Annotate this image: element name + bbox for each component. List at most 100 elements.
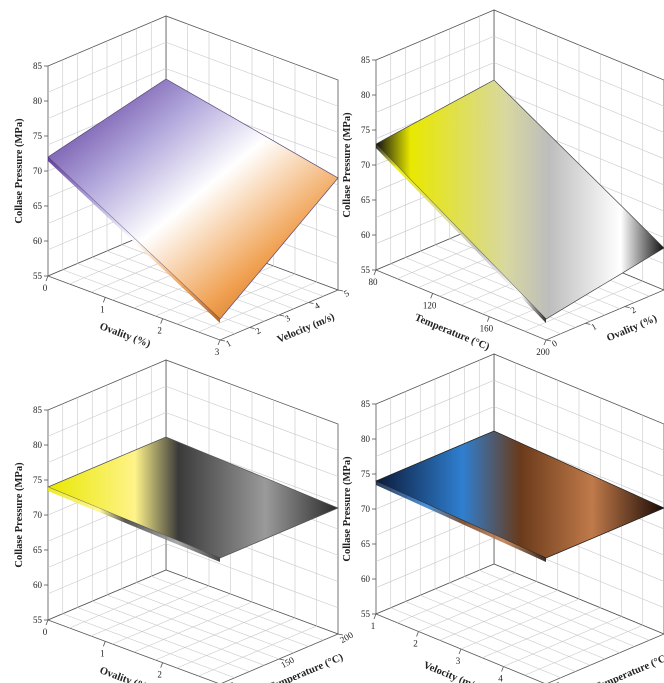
x-axis-tick xyxy=(416,631,419,637)
z-tick-label: 55 xyxy=(361,609,371,619)
z-tick-label: 60 xyxy=(33,236,43,246)
z-tick-label: 75 xyxy=(361,125,371,135)
floor-gridline xyxy=(121,588,294,654)
z-tick-label: 70 xyxy=(361,504,371,514)
z-tick-label: 60 xyxy=(33,580,43,590)
y-axis-tick xyxy=(278,658,285,661)
y-axis-tick xyxy=(308,302,314,304)
x-axis-tick xyxy=(102,297,106,303)
z-tick-label: 80 xyxy=(33,96,43,106)
surface-plot-4: 55 60 65 70 75 80 85 Collase Pressure (MPa) 1 2 3 4… xyxy=(342,353,664,683)
x-axis-tick xyxy=(160,318,164,324)
x-tick-label: 80 xyxy=(369,277,379,287)
y-axis-tick xyxy=(624,306,630,309)
z-tick-label: 70 xyxy=(361,160,371,170)
y-axis-tick xyxy=(585,322,591,325)
floor-gridline xyxy=(176,617,296,669)
y-axis-tick xyxy=(337,289,344,292)
x-tick-label: 3 xyxy=(456,656,461,666)
floor-gridline xyxy=(155,609,274,661)
x-axis-tick xyxy=(373,613,377,620)
x-tick-label: 0 xyxy=(43,627,48,637)
z-tick-label: 65 xyxy=(33,201,43,211)
z-axis-title: Collase Pressure (MPa) xyxy=(342,456,353,562)
back-wall-gridline xyxy=(493,379,664,451)
z-tick-label: 60 xyxy=(361,230,371,240)
x-tick-label: 3 xyxy=(215,347,220,357)
x-tick-label: 2 xyxy=(413,639,418,649)
z-axis-title: Collase Pressure (MPa) xyxy=(14,118,25,224)
y-axis-title: Ovality (%) xyxy=(605,313,659,344)
response-surface xyxy=(47,436,339,559)
back-wall-gridline xyxy=(493,88,664,160)
y-tick-label: 2 xyxy=(629,305,638,316)
x-axis-title: Ovality (%) xyxy=(98,665,152,683)
back-wall-gridline xyxy=(493,406,664,477)
floor-gridline xyxy=(151,575,324,641)
side-wall-gridline xyxy=(375,379,495,431)
y-tick-label: 100 xyxy=(220,679,237,683)
floor-gridline xyxy=(524,624,643,676)
y-tick-label: 2 xyxy=(254,325,263,336)
x-axis-tick xyxy=(501,666,504,672)
x-axis-tick xyxy=(486,316,490,322)
z-tick-label: 75 xyxy=(361,469,371,479)
z-tick-label: 80 xyxy=(361,90,371,100)
x-tick-label: 1 xyxy=(371,621,376,631)
back-wall-gridline xyxy=(493,35,664,107)
y-tick-label: 5 xyxy=(342,288,351,299)
side-wall-gridline xyxy=(375,406,495,457)
z-tick-label: 80 xyxy=(33,440,43,450)
y-tick-label: 0 xyxy=(550,338,559,349)
z-tick-label: 55 xyxy=(361,265,371,275)
floor-gridline xyxy=(449,582,620,654)
surface-plot-1: 55 60 65 70 75 80 85 Collase Pressure (MPa) 0 1 2 3… xyxy=(14,15,351,357)
back-wall-gridline xyxy=(165,41,339,107)
y-tick-label: 1 xyxy=(589,321,598,332)
side-wall-gridline xyxy=(47,385,167,437)
z-tick-label: 70 xyxy=(33,510,43,520)
back-wall-gridline xyxy=(165,412,339,477)
x-axis-tick xyxy=(373,269,377,276)
x-axis-tick xyxy=(430,293,434,299)
floor-gridline xyxy=(198,281,317,333)
back-wall-gridline xyxy=(165,385,339,451)
side-wall-gridline xyxy=(375,35,495,87)
floor-gridline xyxy=(434,588,606,660)
z-tick-label: 85 xyxy=(361,55,371,65)
x-tick-label: 1 xyxy=(100,648,105,658)
z-tick-label: 65 xyxy=(33,545,43,555)
x-axis-tick xyxy=(45,275,49,282)
y-tick-label: 4 xyxy=(313,300,322,311)
x-tick-label: 0 xyxy=(43,283,48,293)
x-tick-label: 160 xyxy=(480,324,494,334)
z-axis-title: Collase Pressure (MPa) xyxy=(14,462,25,568)
surface-front-edge xyxy=(48,157,220,323)
x-tick-label: 2 xyxy=(157,670,162,680)
floor-gridline xyxy=(524,280,643,332)
side-wall-gridline xyxy=(47,412,167,463)
x-axis-tick xyxy=(102,641,106,647)
z-tick-label: 70 xyxy=(33,166,43,176)
x-axis-tick xyxy=(543,339,547,346)
side-wall-gridline xyxy=(47,41,167,93)
x-axis-tick xyxy=(217,339,221,346)
floor-gridline xyxy=(198,625,317,677)
z-tick-label: 65 xyxy=(361,195,371,205)
surface-front-edge xyxy=(48,487,220,562)
z-tick-label: 80 xyxy=(361,434,371,444)
x-axis-tick xyxy=(160,662,164,668)
floor xyxy=(374,563,664,683)
x-tick-label: 200 xyxy=(536,347,550,357)
x-tick-label: 4 xyxy=(498,674,503,683)
response-surface xyxy=(375,79,664,320)
z-tick-label: 55 xyxy=(33,271,43,281)
z-tick-label: 85 xyxy=(33,405,43,415)
x-axis-title: Velocity (m/s) xyxy=(422,660,483,683)
floor-gridline xyxy=(106,594,280,660)
y-tick-label: 3 xyxy=(283,313,292,324)
x-tick-label: 120 xyxy=(423,300,437,310)
x-tick-label: 2 xyxy=(157,326,162,336)
